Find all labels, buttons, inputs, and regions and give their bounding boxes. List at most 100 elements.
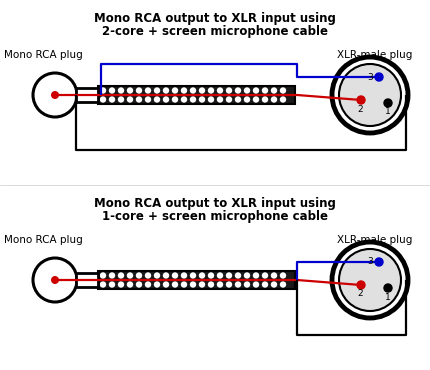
Circle shape bbox=[181, 281, 187, 288]
Circle shape bbox=[384, 284, 392, 292]
Circle shape bbox=[271, 96, 277, 103]
Circle shape bbox=[226, 96, 232, 103]
Circle shape bbox=[262, 272, 268, 279]
Circle shape bbox=[172, 96, 178, 103]
Circle shape bbox=[181, 87, 187, 94]
Circle shape bbox=[127, 96, 133, 103]
Circle shape bbox=[280, 281, 286, 288]
Text: 2-core + screen microphone cable: 2-core + screen microphone cable bbox=[102, 25, 328, 38]
Bar bbox=[76, 273, 98, 287]
Circle shape bbox=[332, 57, 408, 133]
Circle shape bbox=[208, 281, 214, 288]
Circle shape bbox=[172, 272, 178, 279]
Circle shape bbox=[190, 87, 196, 94]
Text: 1: 1 bbox=[385, 293, 391, 302]
Circle shape bbox=[172, 281, 178, 288]
Circle shape bbox=[226, 281, 232, 288]
Circle shape bbox=[154, 272, 160, 279]
Circle shape bbox=[163, 87, 169, 94]
Text: 2: 2 bbox=[357, 104, 363, 114]
Circle shape bbox=[127, 272, 133, 279]
Circle shape bbox=[226, 87, 232, 94]
Circle shape bbox=[217, 281, 223, 288]
Circle shape bbox=[253, 96, 259, 103]
Circle shape bbox=[109, 281, 115, 288]
Circle shape bbox=[262, 96, 268, 103]
Circle shape bbox=[127, 281, 133, 288]
Circle shape bbox=[172, 87, 178, 94]
Circle shape bbox=[271, 87, 277, 94]
Circle shape bbox=[118, 272, 124, 279]
Circle shape bbox=[100, 272, 106, 279]
Circle shape bbox=[280, 272, 286, 279]
Circle shape bbox=[109, 87, 115, 94]
Circle shape bbox=[109, 96, 115, 103]
Circle shape bbox=[190, 272, 196, 279]
Circle shape bbox=[199, 272, 205, 279]
Bar bbox=[98, 86, 295, 104]
Circle shape bbox=[244, 281, 250, 288]
Text: XLR-male plug: XLR-male plug bbox=[337, 50, 413, 60]
Circle shape bbox=[51, 91, 59, 99]
Circle shape bbox=[253, 87, 259, 94]
Circle shape bbox=[217, 272, 223, 279]
Circle shape bbox=[145, 272, 151, 279]
Text: 3: 3 bbox=[367, 258, 373, 266]
Circle shape bbox=[339, 249, 401, 311]
Circle shape bbox=[127, 87, 133, 94]
Circle shape bbox=[199, 281, 205, 288]
Circle shape bbox=[339, 64, 401, 126]
Circle shape bbox=[253, 272, 259, 279]
Circle shape bbox=[199, 96, 205, 103]
Circle shape bbox=[208, 87, 214, 94]
Circle shape bbox=[100, 96, 106, 103]
Circle shape bbox=[280, 87, 286, 94]
Text: Mono RCA output to XLR input using: Mono RCA output to XLR input using bbox=[94, 197, 336, 210]
Circle shape bbox=[118, 96, 124, 103]
Circle shape bbox=[375, 73, 383, 81]
Circle shape bbox=[100, 281, 106, 288]
Circle shape bbox=[262, 87, 268, 94]
Circle shape bbox=[235, 281, 241, 288]
Circle shape bbox=[109, 272, 115, 279]
Circle shape bbox=[217, 87, 223, 94]
Circle shape bbox=[181, 96, 187, 103]
Circle shape bbox=[244, 96, 250, 103]
Bar bbox=[76, 88, 98, 102]
Text: 3: 3 bbox=[367, 73, 373, 81]
Circle shape bbox=[208, 272, 214, 279]
Circle shape bbox=[181, 272, 187, 279]
Circle shape bbox=[235, 96, 241, 103]
Circle shape bbox=[145, 87, 151, 94]
Text: Mono RCA output to XLR input using: Mono RCA output to XLR input using bbox=[94, 12, 336, 25]
Circle shape bbox=[199, 87, 205, 94]
Circle shape bbox=[136, 96, 142, 103]
Circle shape bbox=[244, 87, 250, 94]
Text: Mono RCA plug: Mono RCA plug bbox=[4, 235, 83, 245]
Circle shape bbox=[384, 99, 392, 107]
Circle shape bbox=[235, 272, 241, 279]
Bar bbox=[98, 271, 295, 289]
Circle shape bbox=[226, 272, 232, 279]
Circle shape bbox=[280, 96, 286, 103]
Circle shape bbox=[208, 96, 214, 103]
Circle shape bbox=[235, 87, 241, 94]
Circle shape bbox=[217, 96, 223, 103]
Circle shape bbox=[163, 281, 169, 288]
Circle shape bbox=[375, 258, 383, 266]
Circle shape bbox=[163, 272, 169, 279]
Circle shape bbox=[253, 281, 259, 288]
Text: Mono RCA plug: Mono RCA plug bbox=[4, 50, 83, 60]
Circle shape bbox=[190, 281, 196, 288]
Text: 1-core + screen microphone cable: 1-core + screen microphone cable bbox=[102, 210, 328, 223]
Circle shape bbox=[118, 281, 124, 288]
Circle shape bbox=[136, 281, 142, 288]
Circle shape bbox=[100, 87, 106, 94]
Circle shape bbox=[136, 87, 142, 94]
Circle shape bbox=[244, 272, 250, 279]
Text: XLR-male plug: XLR-male plug bbox=[337, 235, 413, 245]
Circle shape bbox=[136, 272, 142, 279]
Circle shape bbox=[332, 242, 408, 318]
Circle shape bbox=[51, 276, 59, 284]
Circle shape bbox=[145, 281, 151, 288]
